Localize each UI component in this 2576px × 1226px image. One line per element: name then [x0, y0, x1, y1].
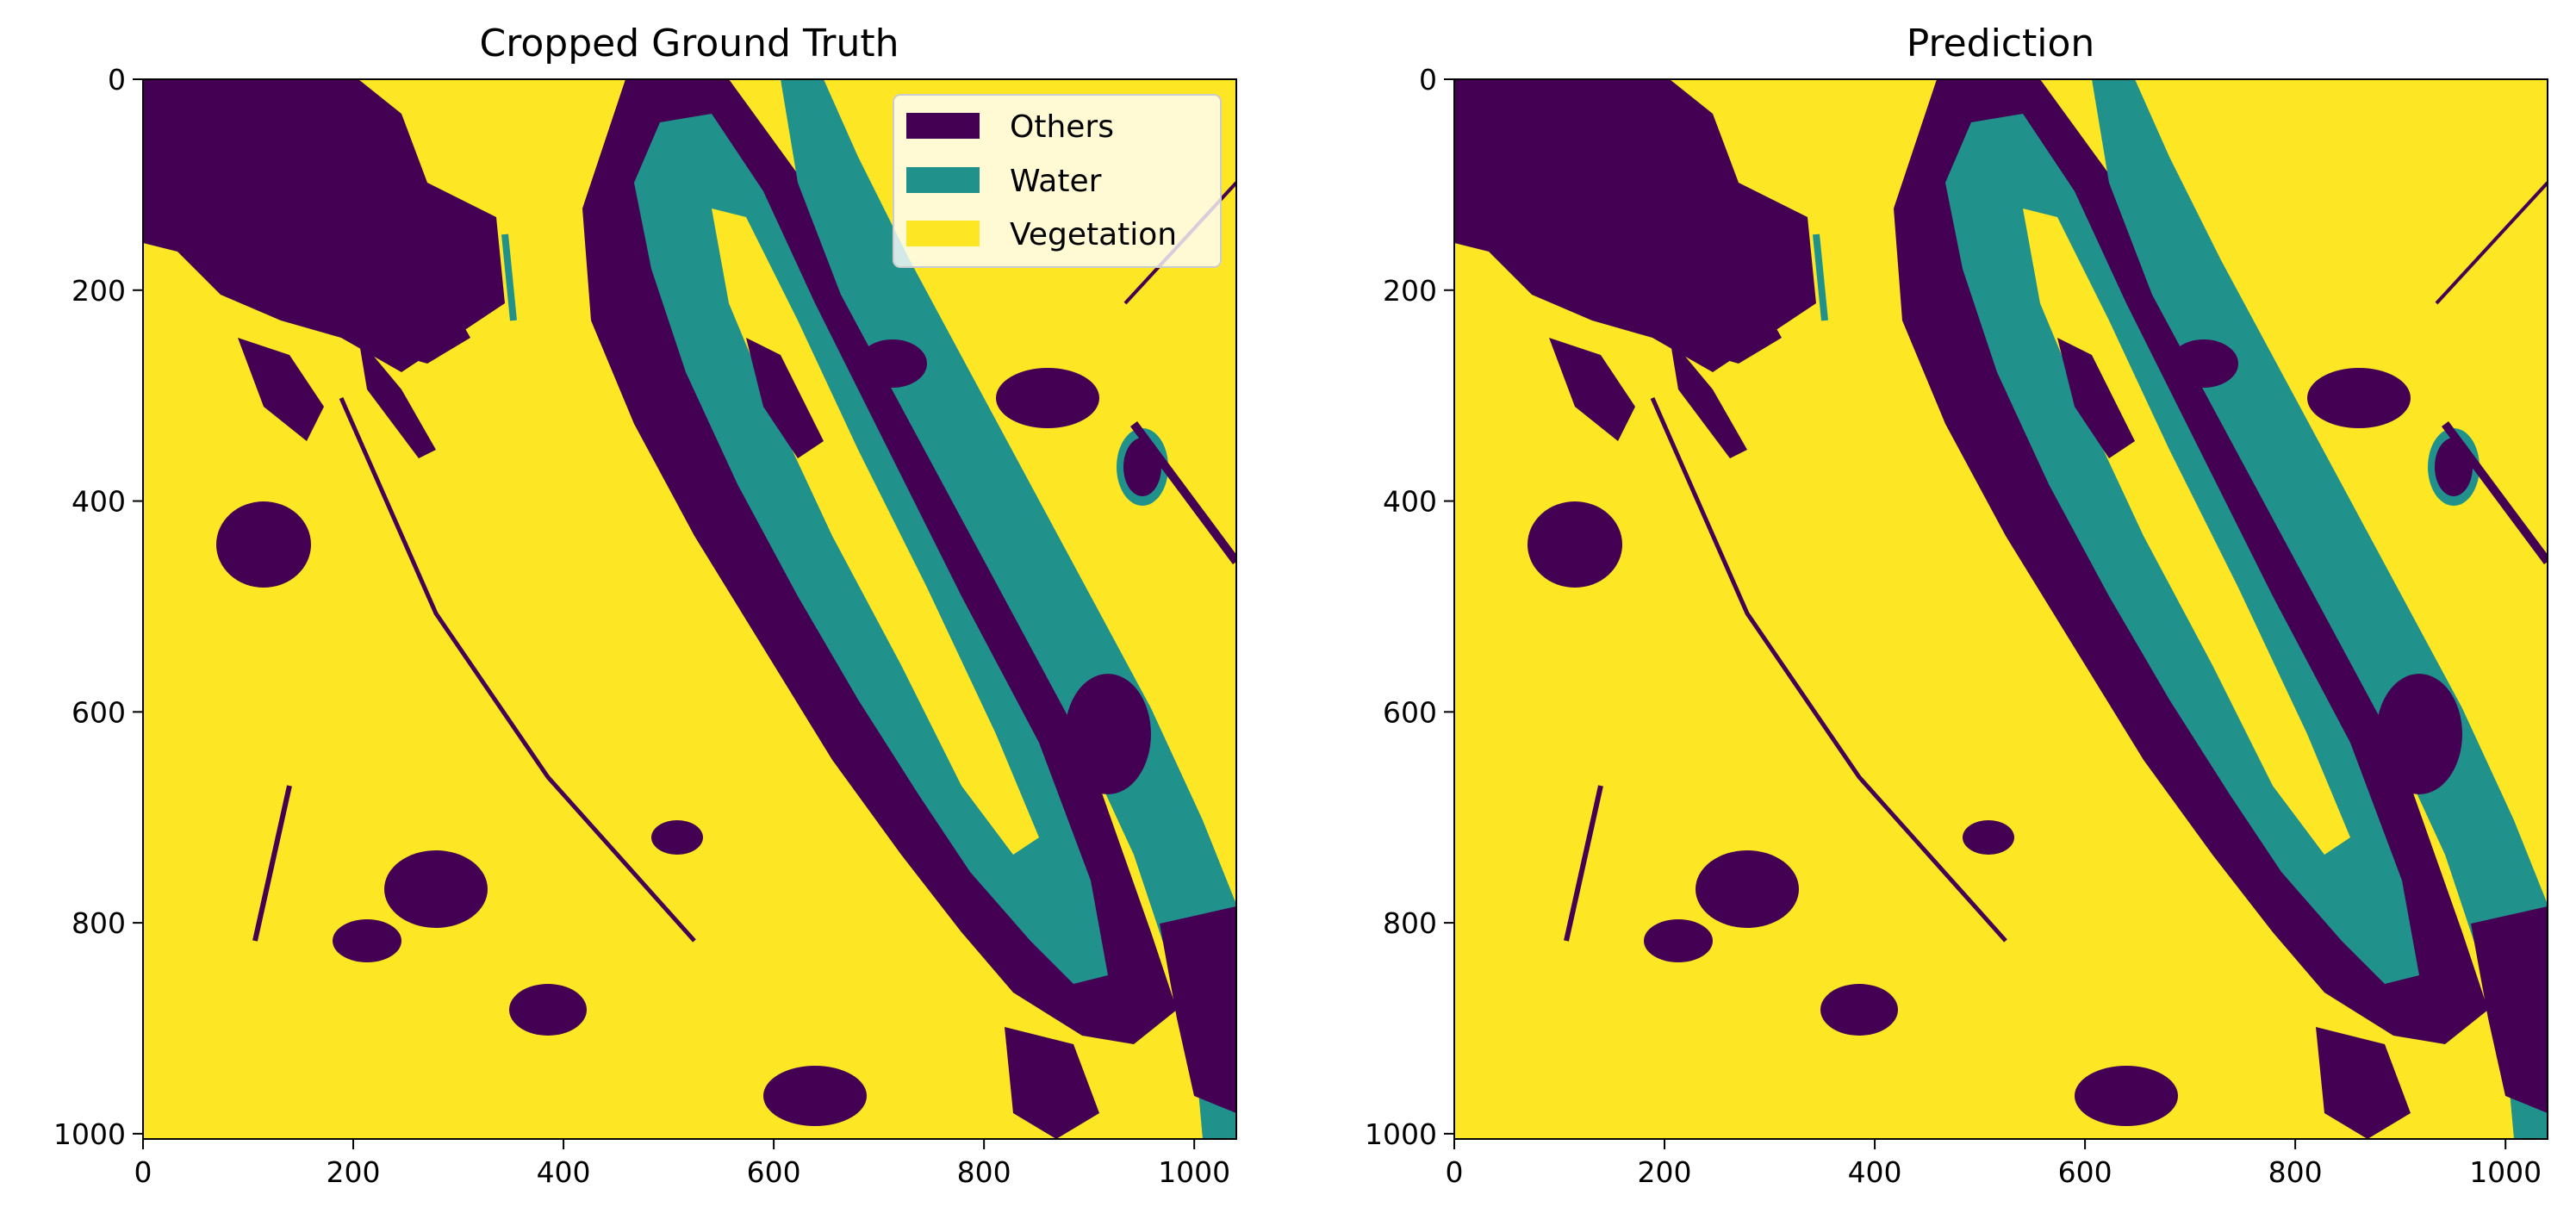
- x-tick-label: 1000: [1158, 1155, 1230, 1189]
- segmentation-image: [1454, 79, 2548, 1139]
- y-tick-label: 200: [72, 274, 126, 308]
- legend-swatch-vegetation: [906, 221, 980, 246]
- x-tick-label: 0: [1446, 1155, 1464, 1189]
- chart-title: Cropped Ground Truth: [480, 22, 899, 65]
- y-tick-label: 200: [1383, 274, 1437, 308]
- y-tick-label: 1000: [1365, 1117, 1437, 1151]
- y-tick-label: 0: [1419, 63, 1437, 96]
- y-tick-label: 800: [1383, 906, 1437, 940]
- x-tick-label: 400: [537, 1155, 591, 1189]
- x-tick-label: 800: [2268, 1155, 2323, 1189]
- y-tick-label: 600: [1383, 695, 1437, 729]
- x-tick-label: 800: [957, 1155, 1011, 1189]
- y-tick-label: 1000: [53, 1117, 126, 1151]
- plot-frame: [1453, 78, 2548, 1140]
- legend-swatch-water: [906, 167, 980, 193]
- x-tick-label: 200: [327, 1155, 381, 1189]
- x-axis: 0 200 400 600 800 1000: [1446, 1139, 2542, 1189]
- panel-ground-truth: Cropped Ground Truth 0 200 400 600 800 1000 0…: [53, 22, 1237, 1189]
- x-tick-label: 400: [1848, 1155, 1902, 1189]
- x-tick-label: 600: [747, 1155, 801, 1189]
- legend-label-water: Water: [1010, 164, 1102, 199]
- panel-prediction: Prediction 0 200 400 600 800 1000 0 200 400 600 8…: [1365, 22, 2548, 1189]
- y-tick-label: 800: [72, 906, 126, 940]
- legend-label-vegetation: Vegetation: [1010, 217, 1177, 252]
- y-tick-label: 600: [72, 695, 126, 729]
- y-tick-label: 400: [72, 485, 126, 519]
- x-tick-label: 600: [2058, 1155, 2112, 1189]
- x-tick-label: 1000: [2469, 1155, 2542, 1189]
- y-axis: 0 200 400 600 800 1000: [1365, 63, 1454, 1151]
- x-tick-label: 200: [1638, 1155, 1692, 1189]
- plot-frame: [142, 78, 1237, 1140]
- y-axis: 0 200 400 600 800 1000: [53, 63, 143, 1151]
- y-tick-label: 400: [1383, 485, 1437, 519]
- legend: Others Water Vegetation: [893, 94, 1222, 268]
- legend-label-others: Others: [1010, 109, 1114, 145]
- y-tick-label: 0: [108, 63, 126, 96]
- x-axis: 0 200 400 600 800 1000: [134, 1139, 1230, 1189]
- x-tick-label: 0: [134, 1155, 152, 1189]
- chart-title: Prediction: [1907, 22, 2095, 65]
- legend-swatch-others: [906, 113, 980, 139]
